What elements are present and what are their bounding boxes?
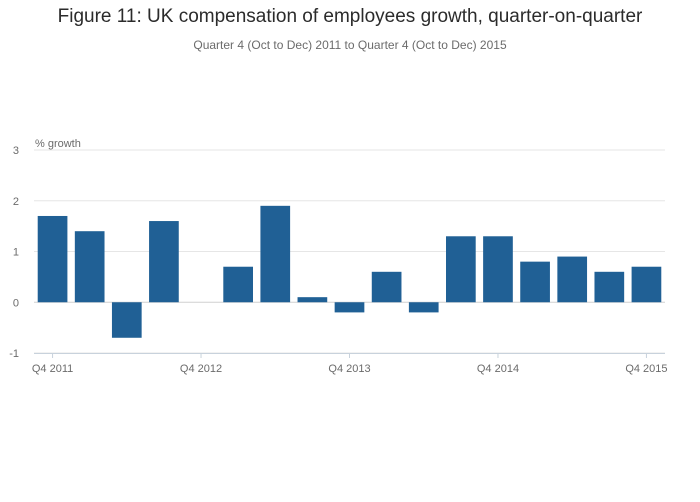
y-tick-label: -1 bbox=[9, 348, 19, 360]
axes: Q4 2011 Q4 2012 Q4 2013 Q4 2014 Q4 2015 bbox=[32, 353, 668, 375]
bar[interactable]: Q3 2012: 1.6 bbox=[149, 221, 179, 303]
chart-subtitle: Quarter 4 (Oct to Dec) 2011 to Quarter 4… bbox=[193, 38, 507, 52]
bar[interactable]: Q1 2015: 0.8 bbox=[520, 261, 550, 303]
bars: Q4 2011: 1.7Q1 2012: 1.4Q2 2012: -0.7Q3 … bbox=[37, 205, 662, 338]
bar[interactable]: Q4 2015: 0.7 bbox=[631, 266, 662, 303]
bar[interactable]: Q2 2013: 1.9 bbox=[260, 205, 291, 303]
bar[interactable]: Q1 2013: 0.7 bbox=[223, 266, 253, 303]
y-tick-label: 3 bbox=[13, 145, 19, 157]
y-tick-label: 2 bbox=[13, 196, 19, 208]
y-tick-label: 0 bbox=[13, 297, 19, 309]
x-tick-label: Q4 2014 bbox=[477, 363, 519, 375]
bar[interactable]: Q4 2014: 1.3 bbox=[483, 236, 513, 303]
bar[interactable]: Q3 2013: 0.1 bbox=[297, 297, 328, 303]
bar[interactable]: Q3 2015: 0.6 bbox=[594, 271, 625, 303]
x-tick-label: Q4 2013 bbox=[328, 363, 370, 375]
bar[interactable]: Q2 2014: -0.2 bbox=[408, 302, 439, 313]
chart-title: Figure 11: UK compensation of employees … bbox=[57, 6, 643, 27]
grid-lines: -1 0 1 2 3 bbox=[9, 145, 665, 360]
x-tick-label: Q4 2011 bbox=[32, 363, 73, 375]
bar[interactable]: Q1 2012: 1.4 bbox=[74, 231, 105, 303]
x-tick-label: Q4 2012 bbox=[180, 363, 222, 375]
y-axis-label: % growth bbox=[35, 138, 81, 150]
bar[interactable]: Q3 2014: 1.3 bbox=[446, 236, 476, 303]
bar[interactable]: Q2 2015: 0.9 bbox=[557, 256, 588, 303]
y-tick-label: 1 bbox=[13, 247, 19, 259]
bar[interactable]: Q4 2013: -0.2 bbox=[334, 302, 365, 313]
bar[interactable]: Q4 2011: 1.7 bbox=[37, 215, 68, 303]
bar[interactable]: Q1 2014: 0.6 bbox=[371, 271, 402, 303]
bar[interactable]: Q2 2012: -0.7 bbox=[111, 302, 142, 338]
x-tick-label: Q4 2015 bbox=[625, 363, 667, 375]
